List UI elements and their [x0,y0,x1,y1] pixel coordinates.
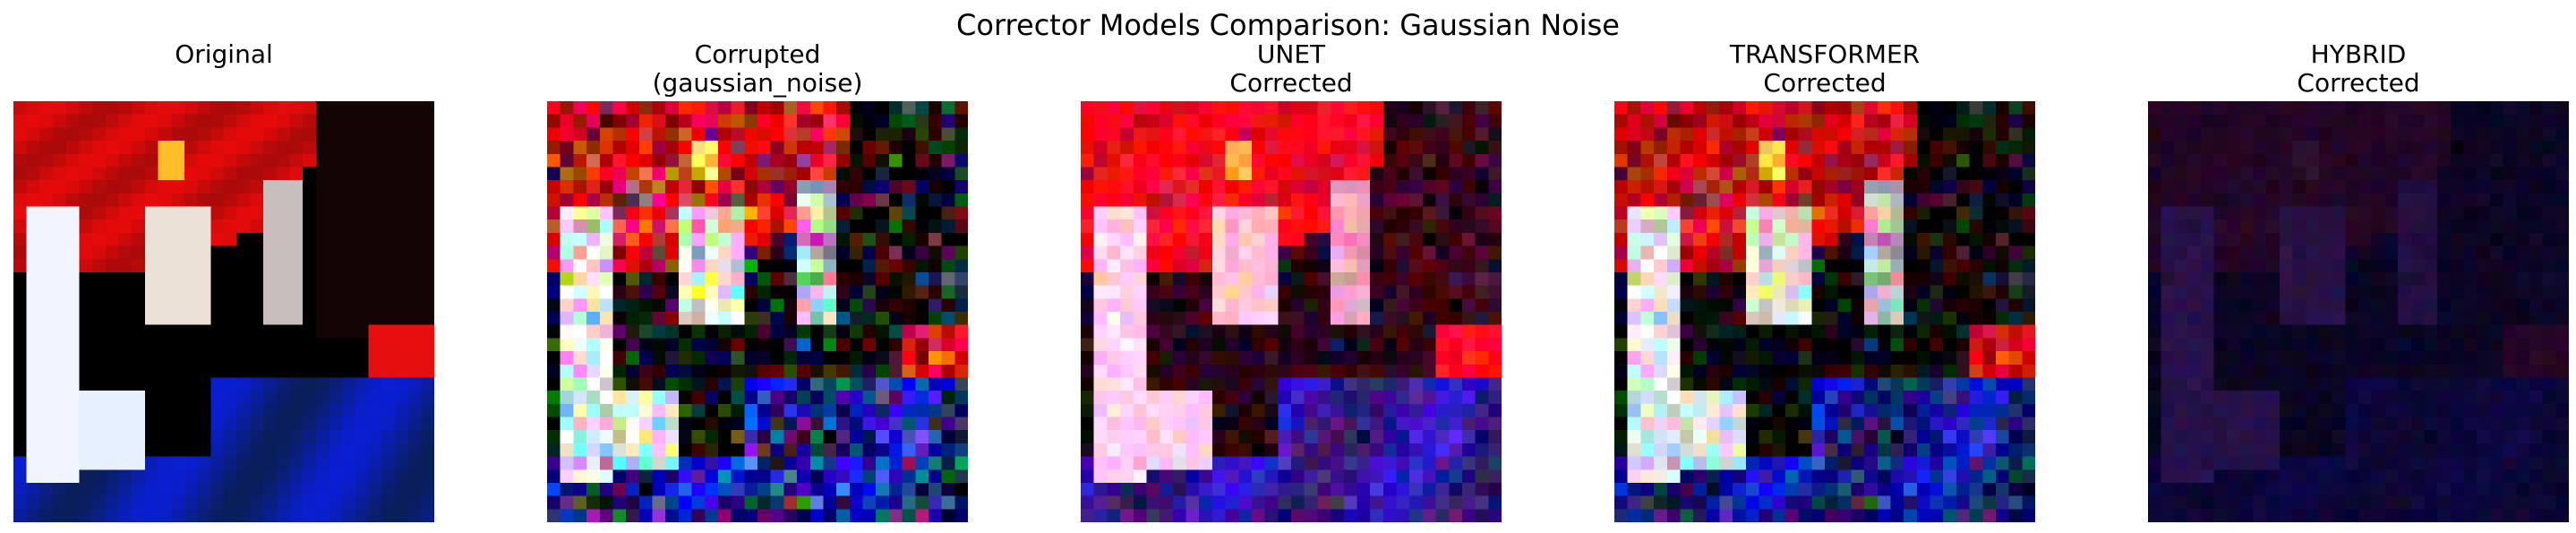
panel-title-line: Corrected [1588,69,2062,98]
panel-title: HYBRID Corrected [2121,40,2576,98]
unet-corrected-image [1081,101,1502,522]
panel-original: Original [13,0,434,533]
panel-title-line: Corrected [1054,69,1528,98]
panel-title: Original [0,40,461,69]
panel-title-line: Corrected [2121,69,2576,98]
panel-title-line: Corrupted [520,40,995,69]
panel-corrupted: Corrupted (gaussian_noise) [547,0,968,533]
corrupted-image [547,101,968,522]
panel-title: UNET Corrected [1054,40,1528,98]
panel-title-line: TRANSFORMER [1588,40,2062,69]
hybrid-corrected-image [2148,101,2569,522]
panel-unet: UNET Corrected [1081,0,1502,533]
original-image [13,101,434,522]
panel-transformer: TRANSFORMER Corrected [1614,0,2035,533]
panel-title-line: UNET [1054,40,1528,69]
panel-title: Corrupted (gaussian_noise) [520,40,995,98]
transformer-corrected-image [1614,101,2035,522]
panel-title: TRANSFORMER Corrected [1588,40,2062,98]
panel-hybrid: HYBRID Corrected [2148,0,2569,533]
panel-title-line: Original [0,40,461,69]
panel-title-line: HYBRID [2121,40,2576,69]
panel-title-line: (gaussian_noise) [520,69,995,98]
